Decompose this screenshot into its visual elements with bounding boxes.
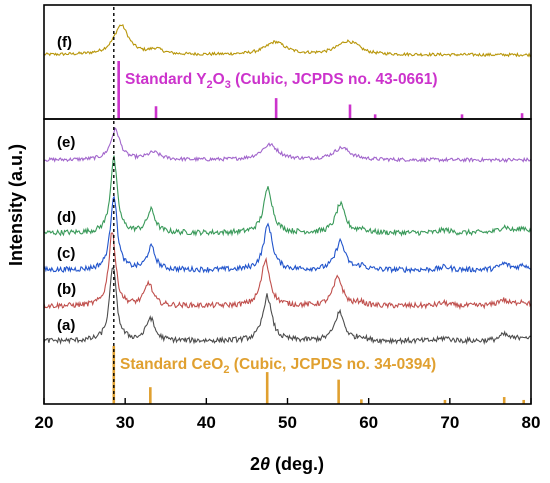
xrd-pattern-f: [43, 24, 532, 58]
x-axis-title-unit: (deg.): [270, 454, 324, 474]
sample-label-a: (a): [57, 317, 75, 334]
xrd-pattern-c: [43, 195, 532, 274]
x-axis-title: 2θ (deg.): [250, 454, 324, 474]
ceo2-reference-label: Standard CeO2 (Cubic, JCPDS no. 34-0394): [120, 356, 436, 376]
y-axis-title: Intensity (a.u.): [6, 144, 26, 266]
xrd-pattern-d: [43, 155, 532, 237]
x-tick-label-40: 40: [197, 413, 216, 432]
upper-panel: (f): [43, 24, 532, 119]
y2o3-label-sub-2: 3: [225, 79, 231, 91]
x-tick-label-70: 70: [440, 413, 459, 432]
y2o3-label-sub-1: 2: [207, 79, 213, 91]
xrd-pattern-e: [43, 126, 532, 164]
x-tick-label-50: 50: [278, 413, 297, 432]
x-tick-label-30: 30: [116, 413, 135, 432]
y2o3-reference-label: Standard Y2O3 (Cubic, JCPDS no. 43-0661): [125, 71, 438, 91]
x-axis-title-number: 2: [250, 454, 260, 474]
sample-label-e: (e): [57, 134, 75, 151]
x-axis-title-theta: θ: [260, 454, 270, 474]
sample-label-d: (d): [57, 209, 76, 226]
x-tick-label-60: 60: [359, 413, 378, 432]
sample-label-c: (c): [57, 245, 75, 262]
xrd-pattern-a: [43, 267, 532, 346]
x-tick-label-80: 80: [522, 413, 541, 432]
y2o3-label-part-3: (Cubic, JCPDS no. 43-0661): [231, 71, 438, 88]
y2o3-label-part-2: O: [213, 71, 225, 88]
xrd-pattern-b: [43, 232, 532, 311]
sample-label-b: (b): [57, 281, 76, 298]
upper-panel-frame: [43, 4, 532, 120]
x-tick-label-20: 20: [35, 413, 54, 432]
ceo2-label-part-1: Standard CeO: [120, 356, 223, 373]
lower-panel: (e) (d) (c) (b) (a): [43, 126, 532, 404]
ceo2-label-part-2: (Cubic, JCPDS no. 34-0394): [229, 356, 436, 373]
ceo2-label-sub: 2: [223, 364, 229, 376]
y2o3-label-part-1: Standard Y: [125, 71, 207, 88]
x-axis-ticks: 20 30 40 50 60 70 80: [35, 398, 541, 432]
sample-label-f: (f): [57, 34, 72, 51]
